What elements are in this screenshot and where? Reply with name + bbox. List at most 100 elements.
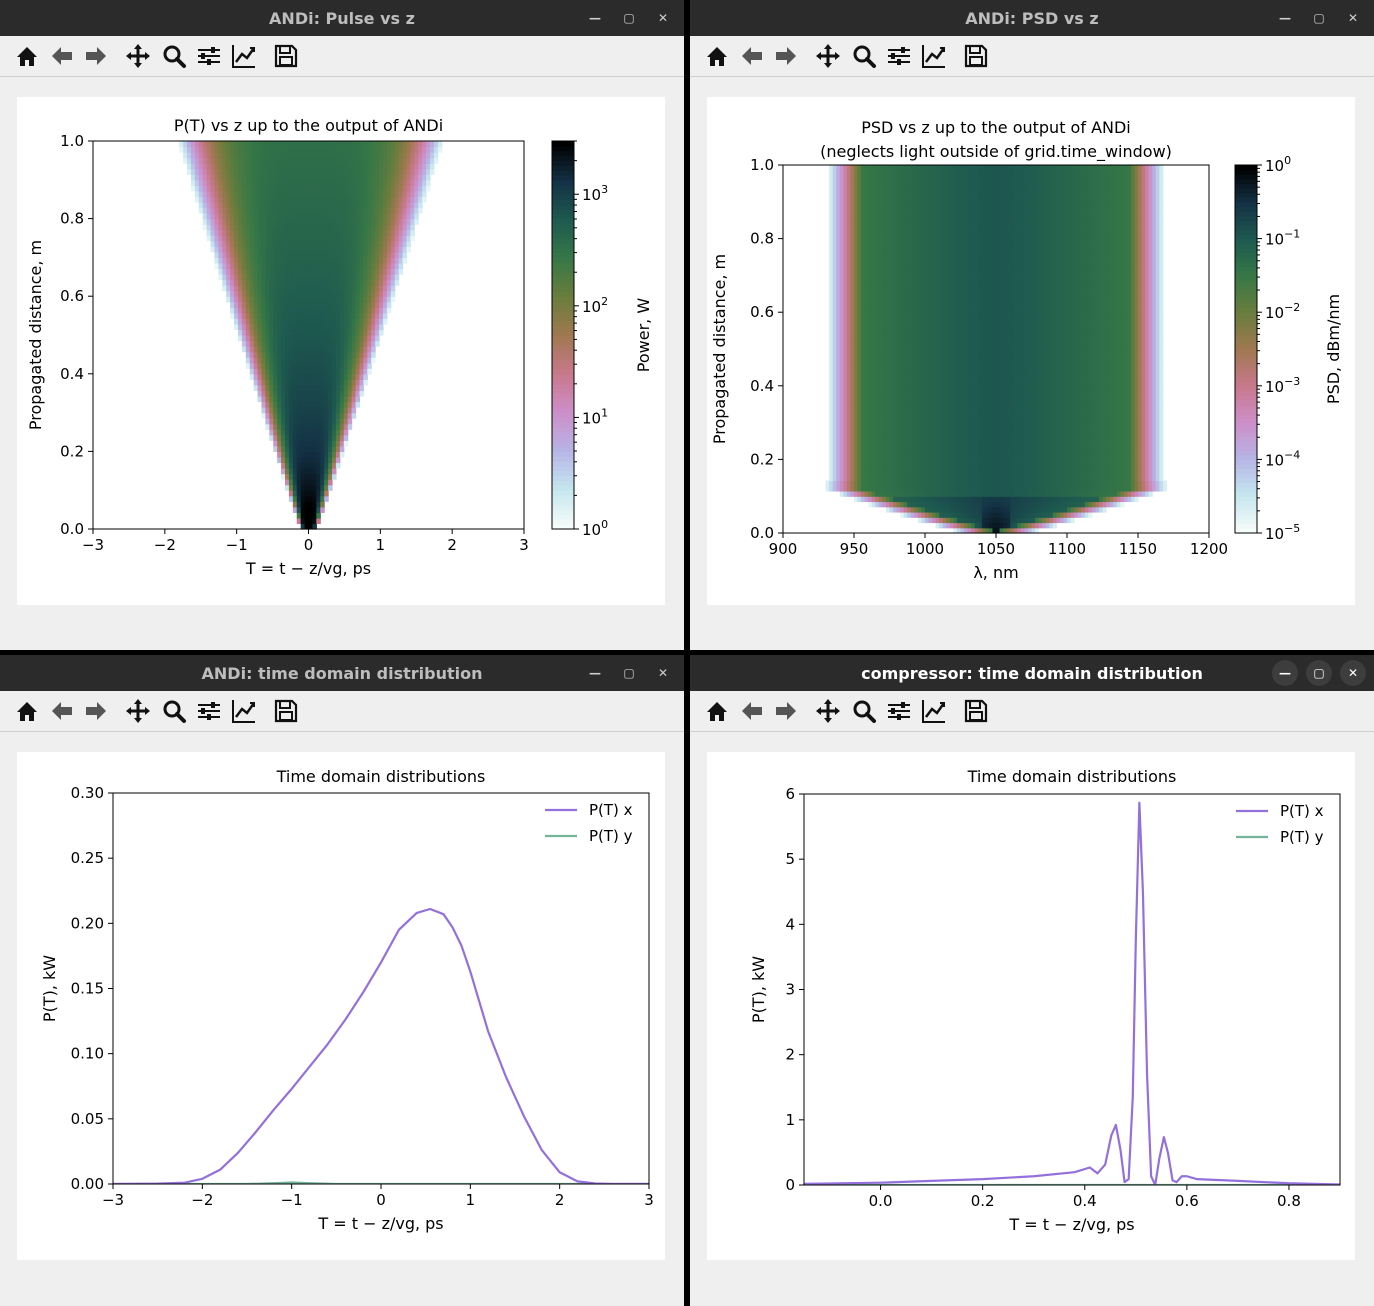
window-title: compressor: time domain distribution [861,663,1203,683]
window-controls: — ▢ ✕ [582,0,676,36]
x-tick-label: 1200 [1190,540,1228,558]
edit-axis-icon [922,700,946,723]
minimize-button[interactable]: — [1272,660,1298,686]
configure-subplots-button[interactable] [885,42,913,70]
forward-button[interactable] [82,697,110,725]
x-tick-label: 0.6 [1175,1192,1199,1210]
forward-button[interactable] [772,42,800,70]
pan-button[interactable] [124,697,152,725]
y-tick-label: 0.8 [60,210,84,228]
pan-button[interactable] [814,697,842,725]
colorbar: 100 101 102 103 Power, W [551,140,653,539]
figure-svg: Time domain distributions 0.0 0.2 0.4 0.6 0.8… [749,767,1341,1234]
y-tick-label: 0.2 [750,450,774,468]
close-button[interactable]: ✕ [657,666,669,680]
maximize-button[interactable]: ▢ [623,666,635,680]
save-icon [274,699,298,723]
x-tick-label: 0.4 [1073,1192,1097,1210]
plot-toolbar [0,691,684,732]
y-tick-label: 0.25 [71,849,104,867]
y-axis-label: P(T), kW [749,956,768,1023]
pan-button[interactable] [814,42,842,70]
colorbar-tick-label: 100 [582,518,608,539]
figure-canvas[interactable]: PSD vs z up to the output of ANDi (neglec… [707,97,1355,605]
save-button[interactable] [272,42,300,70]
zoom-icon [163,700,186,723]
back-button[interactable] [738,42,766,70]
x-tick-label: 1050 [977,540,1015,558]
zoom-button[interactable] [160,697,188,725]
figure-canvas[interactable]: Time domain distributions 0.0 0.2 0.4 0.6 0.8… [707,752,1355,1260]
y-axis-label: Propagated distance, m [26,240,45,430]
close-button[interactable]: ✕ [1340,660,1366,686]
forward-button[interactable] [772,697,800,725]
zoom-button[interactable] [850,42,878,70]
y-tick-label: 0.8 [750,230,774,248]
y-tick-label: 0.0 [60,520,84,538]
plot-toolbar [0,36,684,77]
configure-subplots-button[interactable] [885,697,913,725]
x-tick-label: 2 [447,536,457,554]
minimize-button[interactable]: — [589,11,601,25]
maximize-button[interactable]: ▢ [1306,660,1332,686]
pan-icon [126,44,150,68]
forward-icon [776,47,796,65]
figure-canvas[interactable]: P(T) vs z up to the output of ANDi −3 −2 −1… [17,97,665,605]
x-tick-label: 1 [376,536,386,554]
edit-axis-button[interactable] [920,697,948,725]
back-icon [52,702,72,720]
pan-button[interactable] [124,42,152,70]
close-button[interactable]: ✕ [657,11,669,25]
colorbar-tick-label: 100 [1265,154,1291,175]
colorbar-tick-label: 103 [582,183,608,204]
minimize-button[interactable]: — [1279,11,1291,25]
forward-button[interactable] [82,42,110,70]
zoom-button[interactable] [850,697,878,725]
colorbar-tick-label: 10−5 [1265,522,1300,543]
legend: P(T) x P(T) y [1236,802,1324,846]
save-button[interactable] [272,697,300,725]
title-bar[interactable]: ANDi: Pulse vs z — ▢ ✕ [0,0,684,36]
y-tick-label: 0.6 [750,303,774,321]
maximize-button[interactable]: ▢ [1313,11,1325,25]
back-button[interactable] [48,697,76,725]
figure-canvas[interactable]: Time domain distributions −3 −2 −1 0 1 2 3 0.00 0… [17,752,665,1260]
back-button[interactable] [48,42,76,70]
x-tick-label: 0 [304,536,314,554]
window-controls: — ▢ ✕ [1272,655,1366,691]
x-tick-label: 950 [840,540,869,558]
save-button[interactable] [962,697,990,725]
back-button[interactable] [738,697,766,725]
forward-icon [86,47,106,65]
home-button[interactable] [13,42,41,70]
colorbar: 100 10−1 10−2 10−3 10−4 10−5 PSD, dBm/nm [1234,154,1343,543]
zoom-button[interactable] [160,42,188,70]
maximize-button[interactable]: ▢ [623,11,635,25]
configure-subplots-icon [198,47,220,65]
plot-toolbar [690,36,1374,77]
title-bar[interactable]: compressor: time domain distribution — ▢ ✕ [690,655,1374,691]
configure-subplots-icon [888,47,910,65]
window-andi-time-domain: ANDi: time domain distribution — ▢ ✕ Time do… [0,655,684,1306]
title-bar[interactable]: ANDi: PSD vs z — ▢ ✕ [690,0,1374,36]
pan-icon [816,44,840,68]
edit-axis-button[interactable] [920,42,948,70]
minimize-button[interactable]: — [589,666,601,680]
home-button[interactable] [13,697,41,725]
home-button[interactable] [703,42,731,70]
legend-label: P(T) y [589,827,633,845]
home-icon [707,702,727,721]
y-tick-label: 0.2 [60,442,84,460]
axes-frame [803,793,1341,1186]
save-icon [274,44,298,68]
configure-subplots-button[interactable] [195,697,223,725]
save-button[interactable] [962,42,990,70]
close-button[interactable]: ✕ [1347,11,1359,25]
window-controls: — ▢ ✕ [582,655,676,691]
window-pulse-vs-z: ANDi: Pulse vs z — ▢ ✕ P(T) vs z up to the o… [0,0,684,650]
home-button[interactable] [703,697,731,725]
edit-axis-button[interactable] [230,697,258,725]
edit-axis-button[interactable] [230,42,258,70]
title-bar[interactable]: ANDi: time domain distribution — ▢ ✕ [0,655,684,691]
configure-subplots-button[interactable] [195,42,223,70]
